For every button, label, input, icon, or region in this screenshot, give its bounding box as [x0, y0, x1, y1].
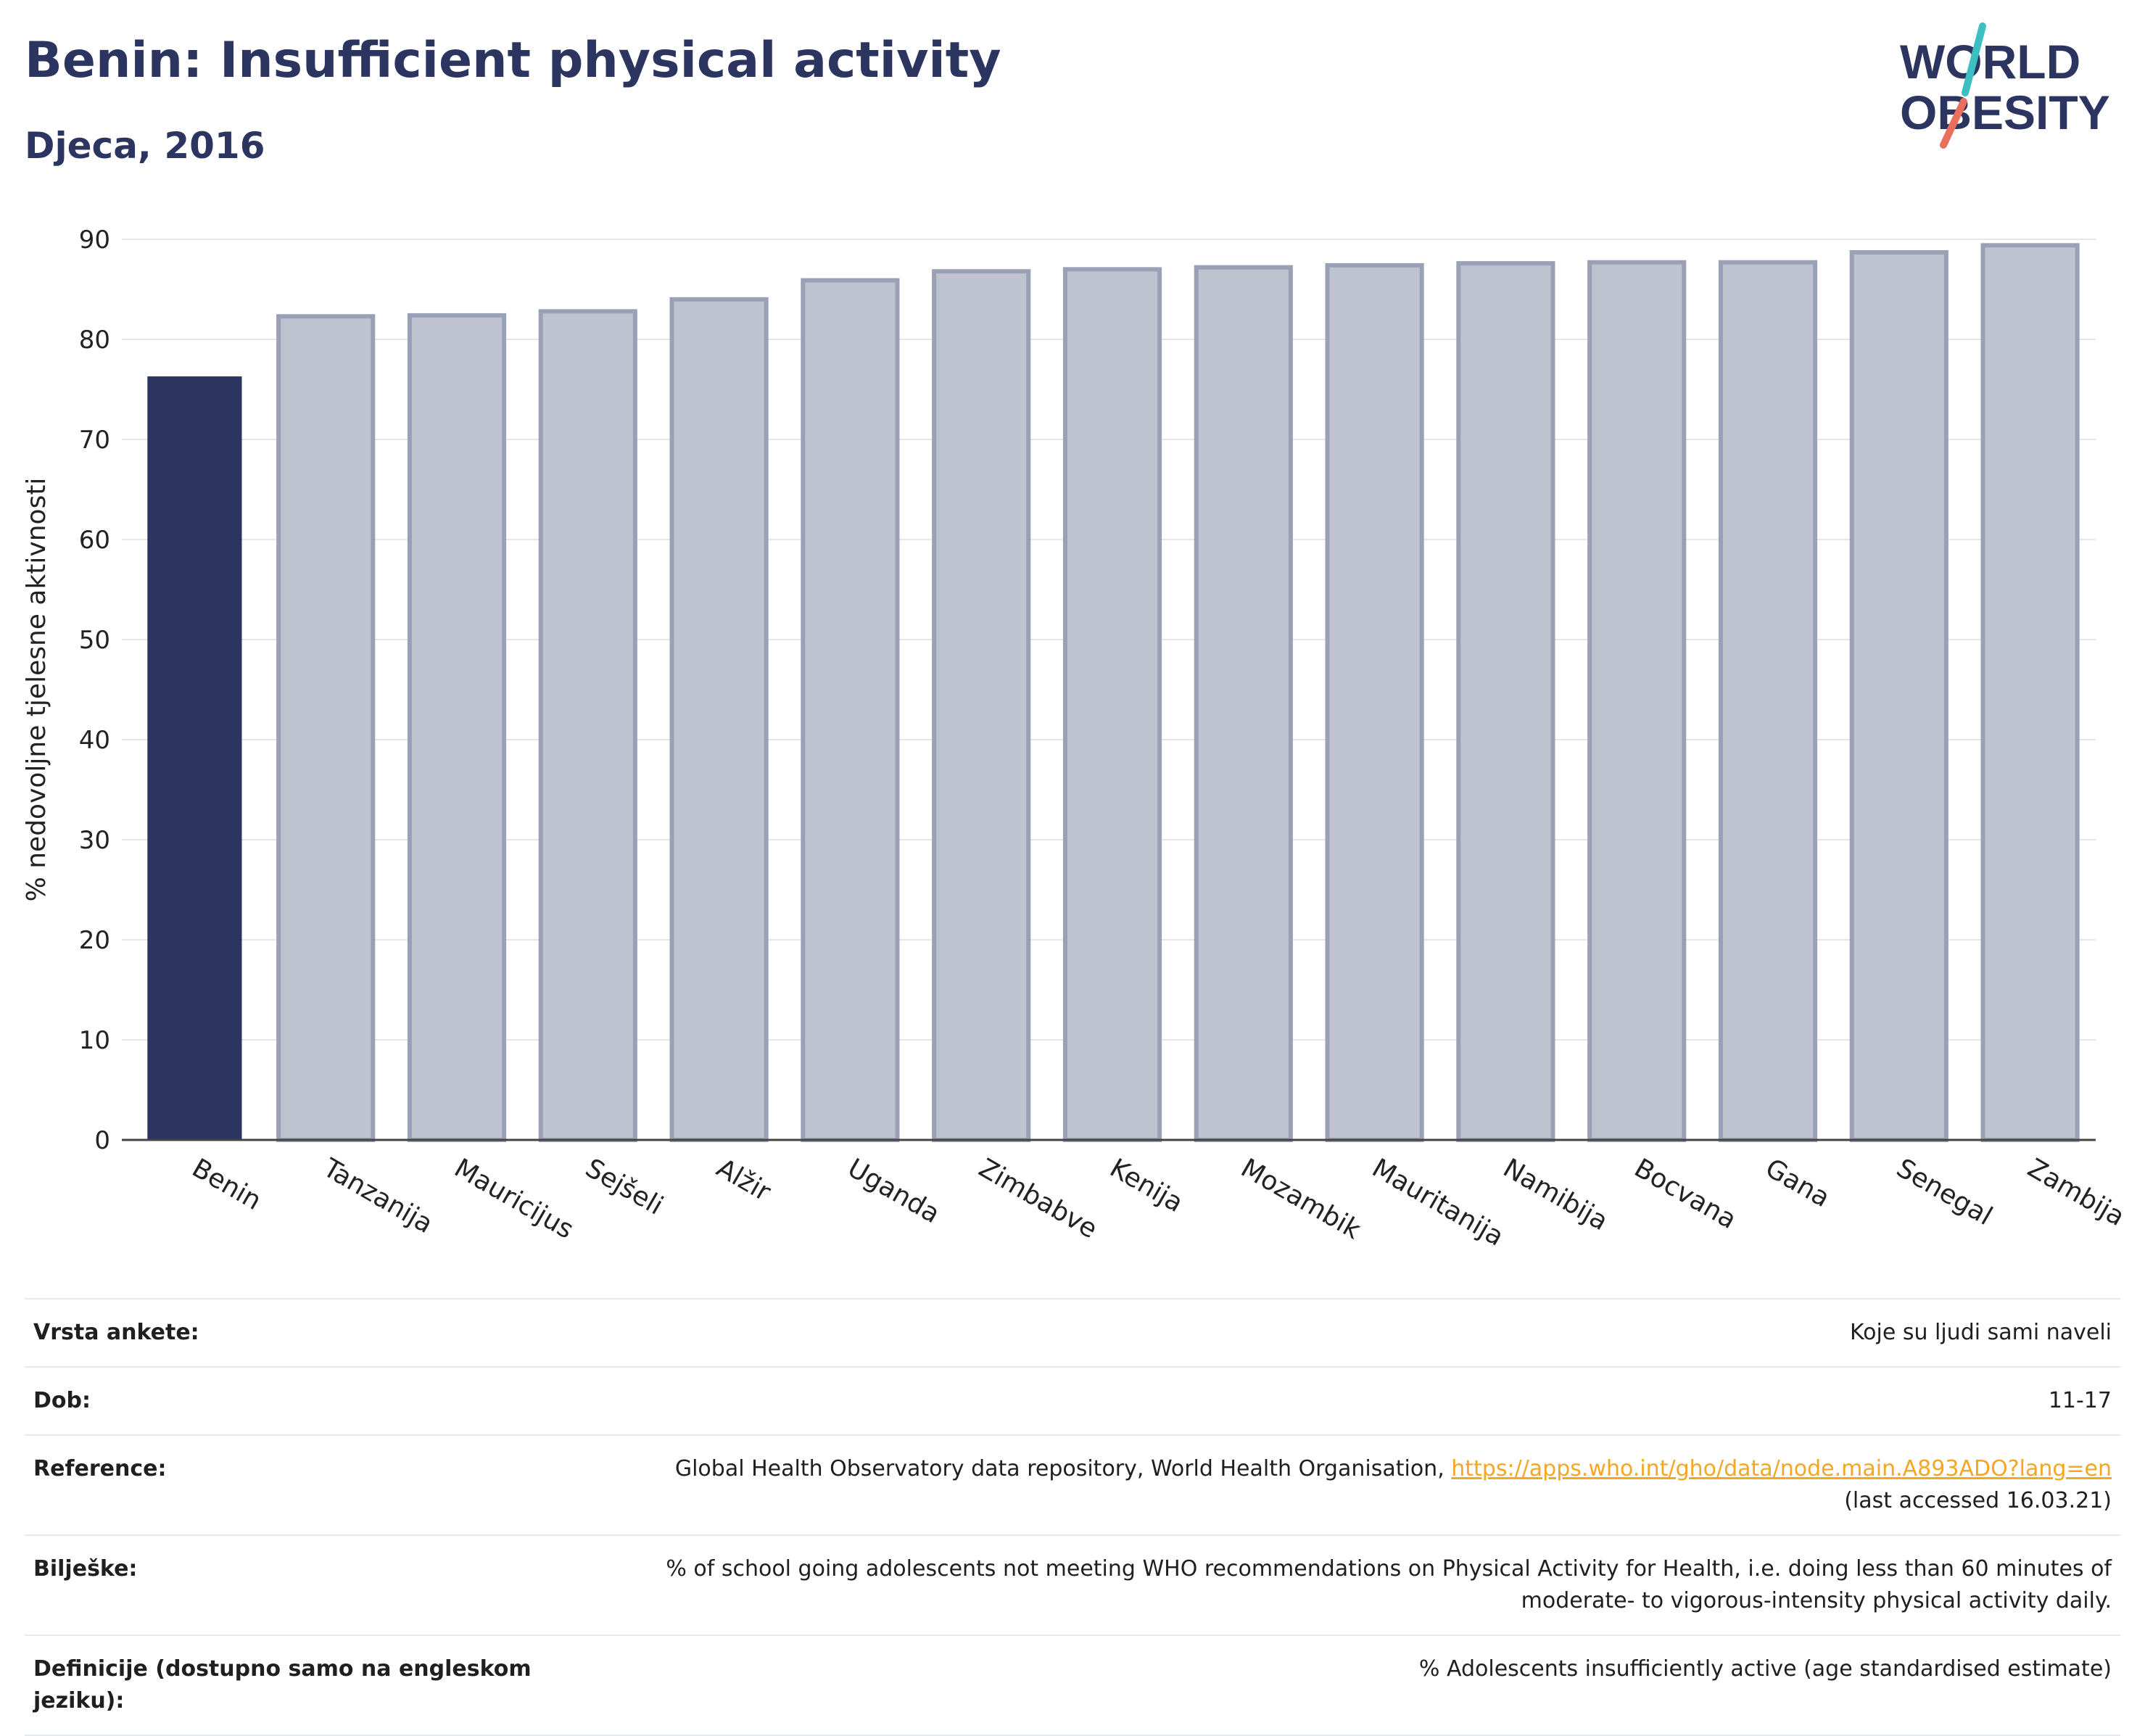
y-tick-label: 80	[79, 326, 110, 355]
info-value: 11-17	[2048, 1388, 2112, 1413]
bar-kenija[interactable]	[1062, 267, 1162, 1142]
info-label: Reference:	[33, 1456, 167, 1481]
info-label: Vrsta ankete:	[33, 1320, 199, 1345]
y-tick-label: 0	[94, 1126, 110, 1155]
logo-slash-coral	[1940, 98, 1967, 149]
x-tick-label: Sejšeli	[580, 1153, 668, 1220]
logo-line2: OBESITY	[1900, 86, 2110, 139]
x-tick-label: Zimbabve	[974, 1153, 1102, 1244]
y-tick-label: 70	[79, 426, 110, 455]
reference-link[interactable]: https://apps.who.int/gho/data/node.main.…	[1451, 1456, 2112, 1481]
info-value: % of school going adolescents not meetin…	[666, 1556, 2112, 1613]
y-tick-label: 60	[79, 526, 110, 555]
reference-accessed: (last accessed 16.03.21)	[1844, 1488, 2112, 1513]
x-tick-label: Senegal	[1891, 1153, 1997, 1231]
y-tick-label: 10	[79, 1026, 110, 1055]
bar-zimbabve[interactable]	[932, 269, 1031, 1142]
info-value: % Adolescents insufficiently active (age…	[1418, 1656, 2112, 1682]
bar-benin[interactable]	[147, 376, 242, 1140]
bar-sejšeli[interactable]	[538, 309, 637, 1143]
bars	[147, 243, 2080, 1143]
page-subtitle: Djeca, 2016	[25, 125, 265, 167]
x-tick-label: Tanzanija	[318, 1153, 438, 1239]
x-tick-label: Kenija	[1105, 1153, 1189, 1218]
bar-gana[interactable]	[1718, 260, 1818, 1143]
bar-zambija[interactable]	[1980, 243, 2080, 1142]
page-title: Benin: Insufficient physical activity	[25, 32, 1001, 89]
x-tick-labels: Benin Tanzanija Mauricijus Sejšeli Alžir Ugan…	[187, 1153, 2130, 1252]
info-row-definitions: Definicije (dostupno samo na engleskom j…	[25, 1634, 2120, 1736]
y-tick-label: 40	[79, 726, 110, 755]
bar-chart: 0 10 20 30 40 50 60 70 80 90 Benin Tanzanija Mauric…	[22, 226, 2130, 1252]
info-row-reference: Reference: Global Health Observatory dat…	[25, 1434, 2120, 1534]
info-label: Bilješke:	[33, 1556, 138, 1582]
info-table: Vrsta ankete: Koje su ljudi sami naveli …	[25, 1298, 2120, 1736]
x-tick-label: Gana	[1761, 1153, 1835, 1213]
logo-line1: WORLD	[1900, 35, 2080, 88]
info-value: Global Health Observatory data repositor…	[555, 1453, 2112, 1517]
bar-senegal[interactable]	[1849, 249, 1948, 1143]
y-tick-labels: 0 10 20 30 40 50 60 70 80 90	[79, 226, 110, 1155]
x-tick-label: Bocvana	[1629, 1153, 1742, 1235]
info-row-notes: Bilješke: % of school going adolescents …	[25, 1534, 2120, 1634]
x-tick-label: Uganda	[843, 1153, 945, 1229]
x-tick-label: Zambija	[2022, 1153, 2130, 1232]
x-tick-label: Mauritanija	[1367, 1153, 1508, 1252]
y-tick-label: 90	[79, 226, 110, 255]
bar-mauritanija[interactable]	[1325, 263, 1424, 1142]
bar-mauricijus[interactable]	[407, 313, 507, 1142]
y-tick-label: 20	[79, 926, 110, 955]
logo-slash-teal	[1962, 22, 1986, 96]
info-label: Dob:	[33, 1388, 91, 1413]
x-tick-label: Mauricijus	[450, 1153, 579, 1245]
world-obesity-logo: WORLD OBESITY	[1900, 22, 2110, 149]
bar-alžir[interactable]	[669, 297, 769, 1142]
bar-namibija[interactable]	[1456, 261, 1555, 1143]
bar-bocvana[interactable]	[1587, 260, 1687, 1143]
bar-uganda[interactable]	[801, 278, 900, 1143]
info-row-age: Dob: 11-17	[25, 1366, 2120, 1434]
x-tick-label: Alžir	[711, 1153, 776, 1207]
info-value: Koje su ljudi sami naveli	[1849, 1320, 2112, 1345]
bar-tanzanija[interactable]	[276, 314, 376, 1142]
y-tick-label: 50	[79, 626, 110, 655]
info-label: Definicije (dostupno samo na engleskom j…	[33, 1656, 532, 1714]
info-row-survey-type: Vrsta ankete: Koje su ljudi sami naveli	[25, 1298, 2120, 1366]
x-tick-label: Mozambik	[1236, 1153, 1365, 1245]
x-tick-label: Benin	[187, 1153, 266, 1216]
reference-text: Global Health Observatory data repositor…	[674, 1456, 1452, 1481]
x-tick-label: Namibija	[1498, 1153, 1613, 1236]
y-tick-label: 30	[79, 826, 110, 855]
y-axis-label: % nedovoljne tjelesne aktivnosti	[22, 478, 51, 902]
bar-mozambik[interactable]	[1194, 265, 1293, 1142]
